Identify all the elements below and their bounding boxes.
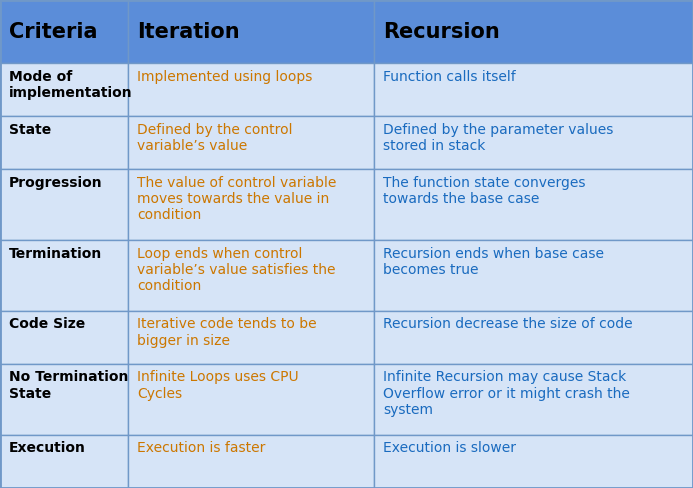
Bar bbox=[0, 364, 128, 435]
Bar bbox=[128, 63, 374, 117]
Text: Mode of
implementation: Mode of implementation bbox=[9, 70, 132, 100]
Text: Recursion decrease the size of code: Recursion decrease the size of code bbox=[383, 318, 633, 331]
Text: Iterative code tends to be
bigger in size: Iterative code tends to be bigger in siz… bbox=[137, 318, 317, 347]
Bar bbox=[374, 311, 693, 364]
Text: Infinite Loops uses CPU
Cycles: Infinite Loops uses CPU Cycles bbox=[137, 370, 299, 401]
Text: Defined by the control
variable’s value: Defined by the control variable’s value bbox=[137, 123, 292, 153]
Text: No Termination
State: No Termination State bbox=[9, 370, 128, 401]
Text: Code Size: Code Size bbox=[9, 318, 85, 331]
Text: Progression: Progression bbox=[9, 176, 103, 190]
Text: Execution is faster: Execution is faster bbox=[137, 441, 265, 455]
Bar bbox=[128, 311, 374, 364]
Text: Function calls itself: Function calls itself bbox=[383, 70, 516, 84]
Bar bbox=[374, 240, 693, 311]
Bar bbox=[0, 240, 128, 311]
Text: Implemented using loops: Implemented using loops bbox=[137, 70, 313, 84]
Bar bbox=[128, 435, 374, 488]
Bar bbox=[128, 0, 374, 63]
Bar bbox=[0, 311, 128, 364]
Bar bbox=[374, 0, 693, 63]
Text: Iteration: Iteration bbox=[137, 21, 240, 41]
Text: Execution: Execution bbox=[9, 441, 86, 455]
Bar bbox=[128, 240, 374, 311]
Text: The value of control variable
moves towards the value in
condition: The value of control variable moves towa… bbox=[137, 176, 337, 222]
Bar bbox=[0, 63, 128, 117]
Text: Infinite Recursion may cause Stack
Overflow error or it might crash the
system: Infinite Recursion may cause Stack Overf… bbox=[383, 370, 630, 417]
Bar bbox=[128, 117, 374, 169]
Text: The function state converges
towards the base case: The function state converges towards the… bbox=[383, 176, 586, 206]
Bar bbox=[128, 364, 374, 435]
Bar bbox=[374, 169, 693, 240]
Bar bbox=[0, 0, 128, 63]
Text: Criteria: Criteria bbox=[9, 21, 98, 41]
Bar bbox=[374, 364, 693, 435]
Text: Execution is slower: Execution is slower bbox=[383, 441, 516, 455]
Bar bbox=[0, 117, 128, 169]
Bar bbox=[374, 435, 693, 488]
Text: Loop ends when control
variable’s value satisfies the
condition: Loop ends when control variable’s value … bbox=[137, 246, 335, 293]
Bar bbox=[0, 435, 128, 488]
Text: Recursion: Recursion bbox=[383, 21, 500, 41]
Bar bbox=[128, 169, 374, 240]
Text: State: State bbox=[9, 123, 51, 137]
Text: Recursion ends when base case
becomes true: Recursion ends when base case becomes tr… bbox=[383, 246, 604, 277]
Bar bbox=[374, 63, 693, 117]
Bar bbox=[374, 117, 693, 169]
Bar bbox=[0, 169, 128, 240]
Text: Termination: Termination bbox=[9, 246, 103, 261]
Text: Defined by the parameter values
stored in stack: Defined by the parameter values stored i… bbox=[383, 123, 613, 153]
